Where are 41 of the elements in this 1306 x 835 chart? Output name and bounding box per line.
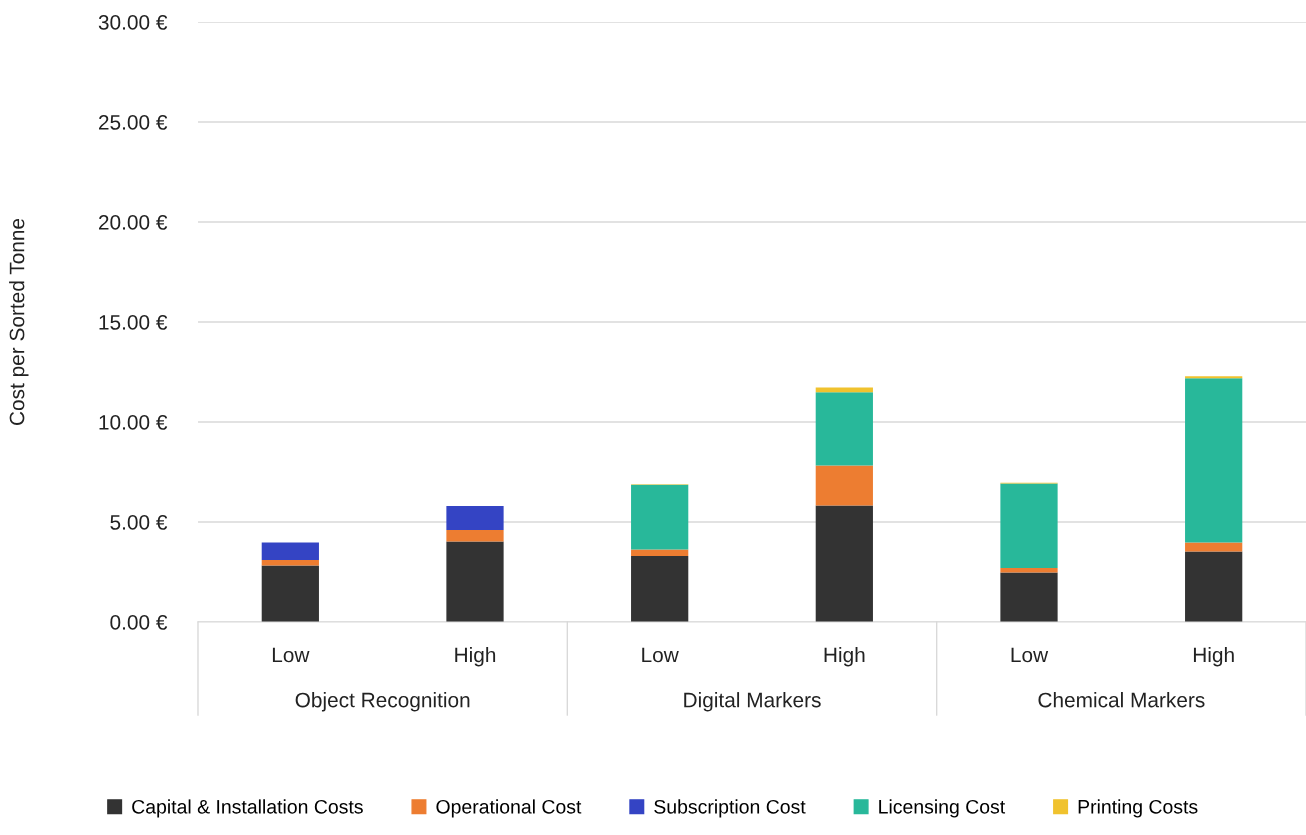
bar bbox=[815, 505, 873, 622]
bar bbox=[631, 549, 689, 556]
legend-label: Capital & Installation Costs bbox=[132, 799, 363, 818]
legend-label: Licensing Cost bbox=[879, 799, 1006, 818]
y-tick-label: 0.00 € bbox=[110, 615, 168, 630]
text: Object Recognition bbox=[295, 692, 470, 712]
bar bbox=[446, 541, 504, 622]
x-tick-label: Low bbox=[642, 647, 679, 663]
bar bbox=[1185, 376, 1243, 379]
legend-label: Subscription Cost bbox=[654, 799, 806, 818]
y-tick-label: 15.00 € bbox=[99, 315, 168, 330]
legend-label: Operational Cost bbox=[436, 799, 582, 818]
text: Digital Markers bbox=[684, 692, 821, 712]
bar bbox=[1000, 568, 1058, 573]
legend-label: Printing Costs bbox=[1078, 799, 1198, 818]
x-tick-label: Low bbox=[272, 647, 310, 663]
x-tick-label: High bbox=[1193, 647, 1234, 667]
bar bbox=[1185, 551, 1243, 622]
bar bbox=[631, 484, 689, 550]
bar bbox=[446, 506, 504, 530]
bar bbox=[1000, 572, 1058, 622]
x-tick-label: High bbox=[824, 647, 865, 667]
bar bbox=[815, 392, 873, 466]
y-tick-label: 10.00 € bbox=[99, 415, 168, 430]
bar bbox=[261, 542, 319, 560]
bar bbox=[1000, 483, 1058, 568]
x-tick-label: Low bbox=[1011, 647, 1049, 663]
y-tick-label: 5.00 € bbox=[110, 515, 168, 530]
y-tick-label: 20.00 € bbox=[98, 215, 168, 230]
bar bbox=[815, 465, 873, 506]
bar bbox=[261, 565, 319, 622]
bar bbox=[631, 556, 689, 622]
bar bbox=[446, 530, 504, 542]
bar bbox=[1185, 542, 1243, 552]
y-axis-title: Cost per Sorted Tonne bbox=[9, 218, 29, 425]
bar bbox=[1185, 378, 1243, 543]
y-tick-label: 30.00 € bbox=[98, 15, 168, 30]
y-tick-label: 25.00 € bbox=[98, 115, 168, 130]
x-tick-label: High bbox=[455, 647, 496, 667]
text: Chemical Markers bbox=[1038, 692, 1205, 708]
bar bbox=[261, 560, 319, 566]
